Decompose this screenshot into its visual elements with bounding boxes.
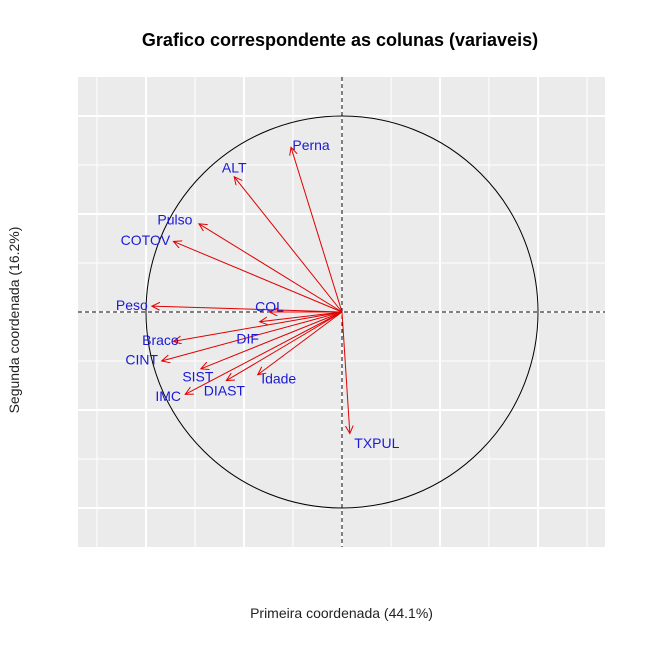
label-imc: IMC	[155, 388, 181, 404]
variable-labels: Perna ALT Pulso COTOV Peso COL DIF Braco SIST CIN…	[116, 137, 400, 451]
arrow-txpul	[341, 311, 350, 434]
chart-title: Grafico correspondente as colunas (varia…	[141, 30, 539, 50]
label-txpul: TXPUL	[354, 435, 399, 451]
arrow-perna	[291, 147, 343, 313]
arrow-cotov	[173, 241, 343, 313]
label-pulso: Pulso	[157, 212, 192, 228]
label-sist: SIST	[182, 369, 214, 385]
arrow-peso	[152, 306, 343, 313]
label-cotov: COTOV	[121, 232, 171, 248]
label-idade: Idade	[261, 370, 296, 386]
label-cint: CINT	[125, 352, 158, 368]
arrow-cint	[162, 311, 343, 361]
arrow-sist	[201, 311, 343, 369]
arrow-braco	[173, 311, 343, 341]
arrow-alt	[234, 177, 343, 313]
x-axis-label: Primeira coordenada (44.1%)	[250, 605, 433, 621]
arrow-diast	[226, 311, 343, 381]
arrow-idade	[258, 311, 343, 375]
variable-arrows	[152, 147, 350, 433]
arrow-pulso	[199, 224, 343, 313]
label-perna: Perna	[292, 137, 330, 153]
label-diast: DIAST	[204, 382, 246, 398]
label-col: COL	[255, 299, 284, 315]
label-alt: ALT	[222, 159, 247, 175]
label-peso: Peso	[116, 297, 148, 313]
y-axis-label: Segunda coordenada (16.2%)	[6, 226, 22, 414]
arrow-dif	[260, 311, 343, 322]
label-dif: DIF	[236, 331, 259, 347]
label-braco: Braco	[142, 332, 179, 348]
arrow-imc	[185, 311, 343, 394]
